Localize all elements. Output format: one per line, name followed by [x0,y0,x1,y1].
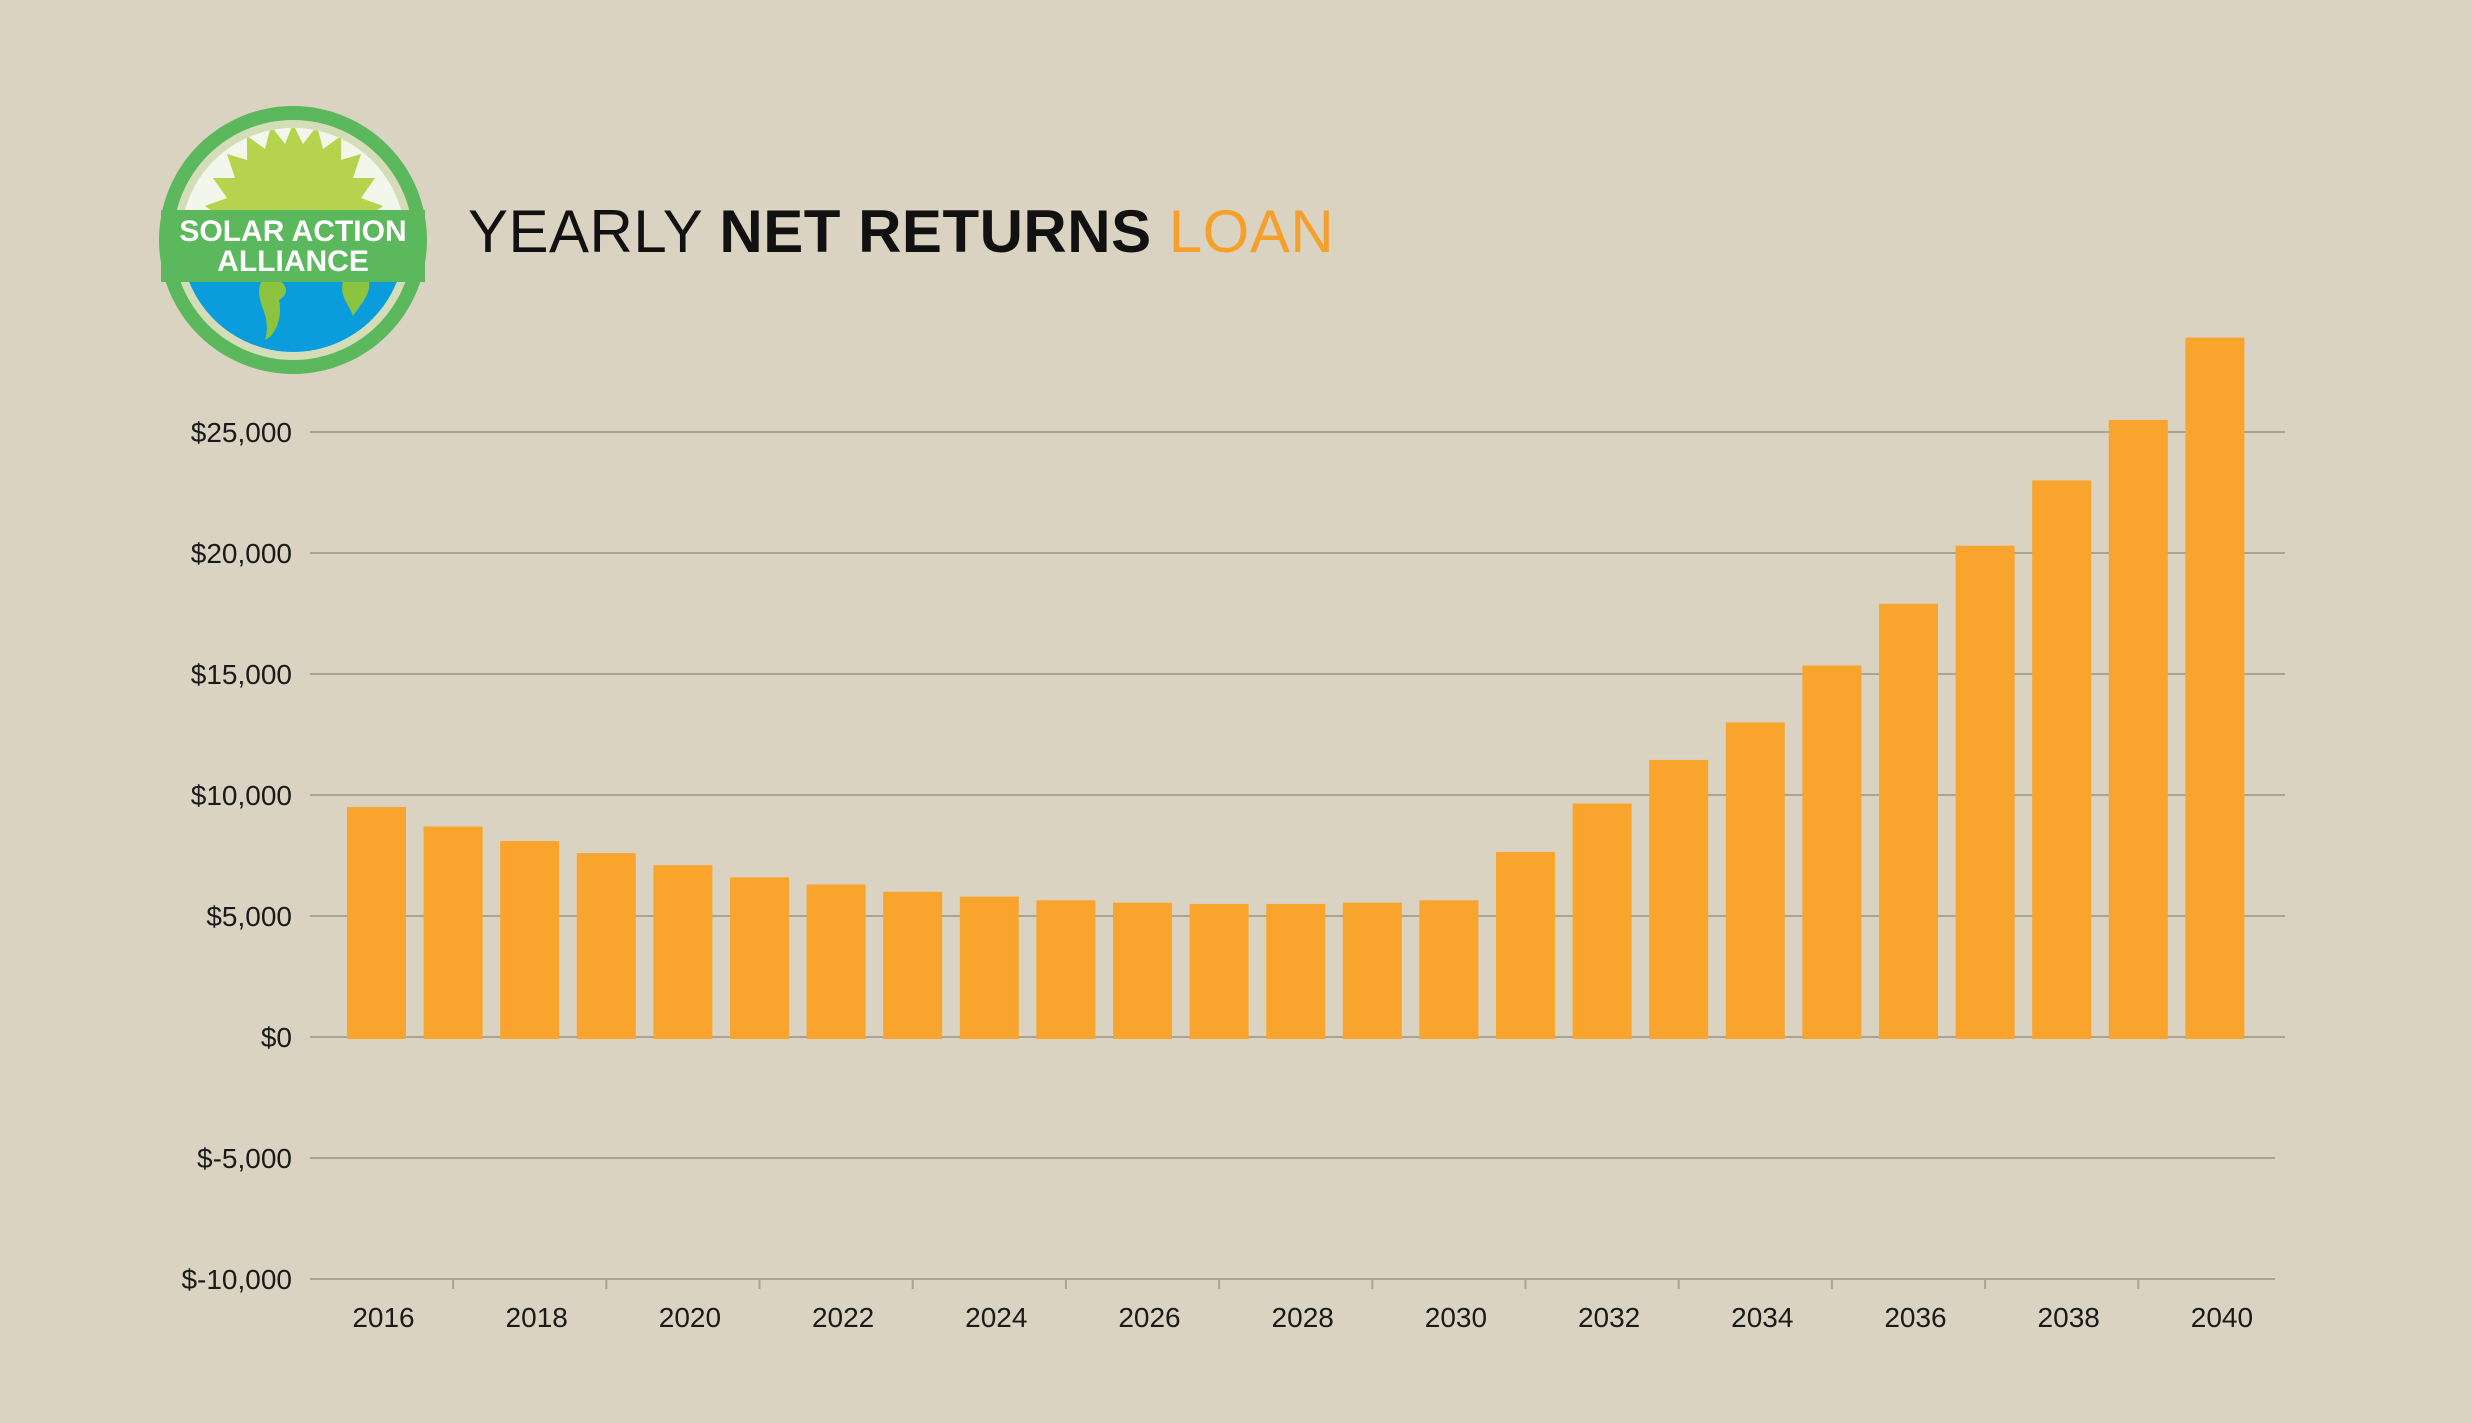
y-tick-label: $5,000 [206,901,292,932]
bar-2029 [1342,902,1402,1039]
y-tick-label: $-10,000 [181,1264,292,1295]
x-tick-label: 2032 [1578,1302,1640,1333]
y-tick-label: $0 [261,1022,292,1053]
title-part-loan: LOAN [1168,198,1335,265]
bar-2035 [1802,665,1862,1039]
y-tick-label: $-5,000 [197,1143,292,1174]
x-tick-label: 2040 [2191,1302,2253,1333]
bar-2034 [1725,722,1785,1039]
bar-2019 [576,853,636,1039]
bar-2025 [1036,900,1096,1039]
bar-2026 [1113,902,1172,1039]
x-tick-label: 2022 [812,1302,874,1333]
logo-text-line2: ALLIANCE [217,245,369,278]
bar-2028 [1266,903,1326,1039]
bar-2021 [730,877,789,1039]
bar-2031 [1496,851,1555,1039]
y-axis-tick-labels: $25,000 $20,000 $15,000 $10,000 $5,000 $0 $-5,… [181,417,292,1295]
bar-2020 [653,865,713,1039]
x-tick-label: 2034 [1731,1302,1793,1333]
title-part-net-returns: NET RETURNS [719,198,1169,265]
x-tick-label: 2024 [965,1302,1027,1333]
logo-text-line1: SOLAR ACTION [179,215,406,248]
y-tick-label: $25,000 [191,417,292,448]
bar-2022 [806,884,866,1039]
chart-title: YEARLY NET RETURNS LOAN [468,196,1334,268]
y-tick-label: $20,000 [191,538,292,569]
bar-2017 [423,826,483,1039]
x-tick-label: 2018 [506,1302,568,1333]
bar-2038 [2032,480,2092,1039]
bar-2032 [1572,803,1632,1039]
x-tick-label: 2036 [1884,1302,1946,1333]
bar-2040 [2185,337,2245,1040]
y-tick-label: $15,000 [191,659,292,690]
bar-2039 [2108,419,2168,1039]
title-part-yearly: YEARLY [468,198,720,265]
bar-2027 [1189,903,1249,1039]
bar-2018 [500,841,560,1039]
bars [347,337,2245,1040]
bar-2016 [347,807,406,1039]
bar-2030 [1419,900,1479,1039]
x-tick-label: 2028 [1272,1302,1334,1333]
bar-2033 [1649,759,1709,1039]
x-axis-tick-labels: 2016 2018 2020 2022 2024 2026 2028 2030 2032 2034… [352,1302,2253,1333]
x-tick-label: 2020 [659,1302,721,1333]
bar-2036 [1879,603,1938,1039]
bar-2024 [959,896,1019,1039]
x-tick-label: 2026 [1118,1302,1180,1333]
y-tick-label: $10,000 [191,780,292,811]
bar-2037 [1955,545,2015,1039]
x-tick-label: 2030 [1425,1302,1487,1333]
x-tick-label: 2038 [2038,1302,2100,1333]
solar-action-alliance-logo: SOLAR ACTION ALLIANCE [159,106,427,374]
x-tick-label: 2016 [352,1302,414,1333]
bar-2023 [883,891,943,1039]
